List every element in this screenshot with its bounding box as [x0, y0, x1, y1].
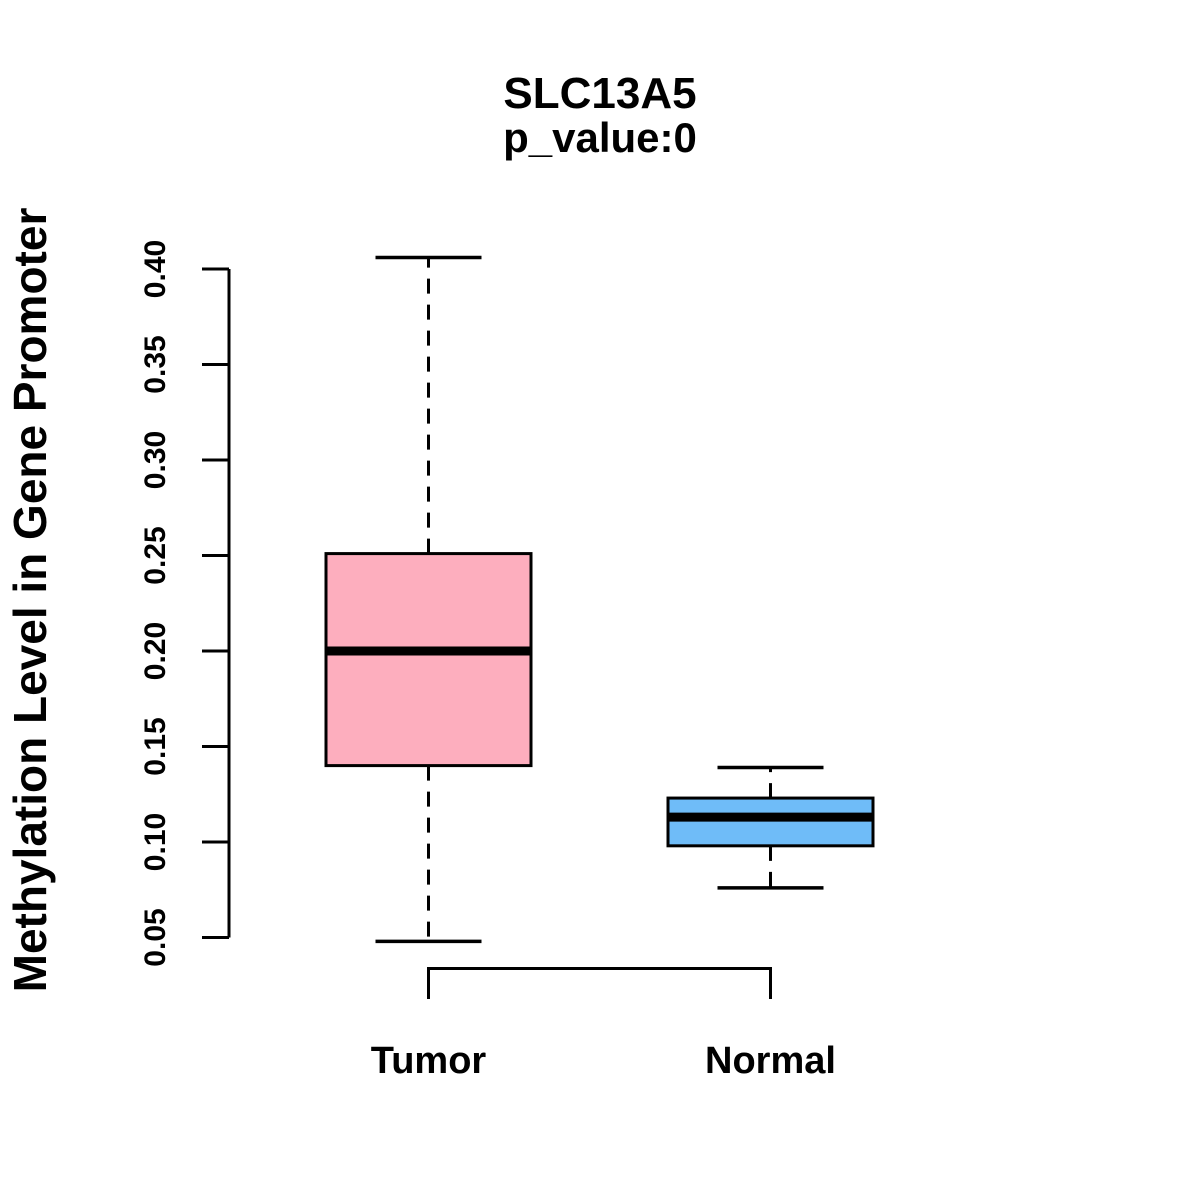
chart-title: SLC13A5	[503, 69, 696, 118]
y-tick-label: 0.20	[139, 622, 172, 680]
y-tick-label: 0.15	[139, 717, 172, 775]
x-group-label-normal: Normal	[705, 1040, 836, 1082]
y-tick-label: 0.25	[139, 526, 172, 584]
y-tick-label: 0.40	[139, 240, 172, 298]
y-tick-label: 0.10	[139, 813, 172, 871]
x-group-label-tumor: Tumor	[371, 1040, 487, 1082]
normal-iqr-box	[666, 796, 875, 848]
tumor-iqr-box	[324, 552, 533, 768]
comparison-bracket	[427, 967, 772, 999]
chart-subtitle: p_value:0	[503, 114, 697, 161]
plot-layer: 0.05 0.10 0.15 0.20 0.25 0.30 0.35 0.40 Tumor Nor…	[139, 240, 875, 1082]
y-tick-label: 0.35	[139, 335, 172, 393]
y-tick-label: 0.05	[139, 908, 172, 966]
y-tick-label: 0.30	[139, 431, 172, 489]
y-axis-title: Methylation Level in Gene Promoter	[4, 208, 56, 993]
